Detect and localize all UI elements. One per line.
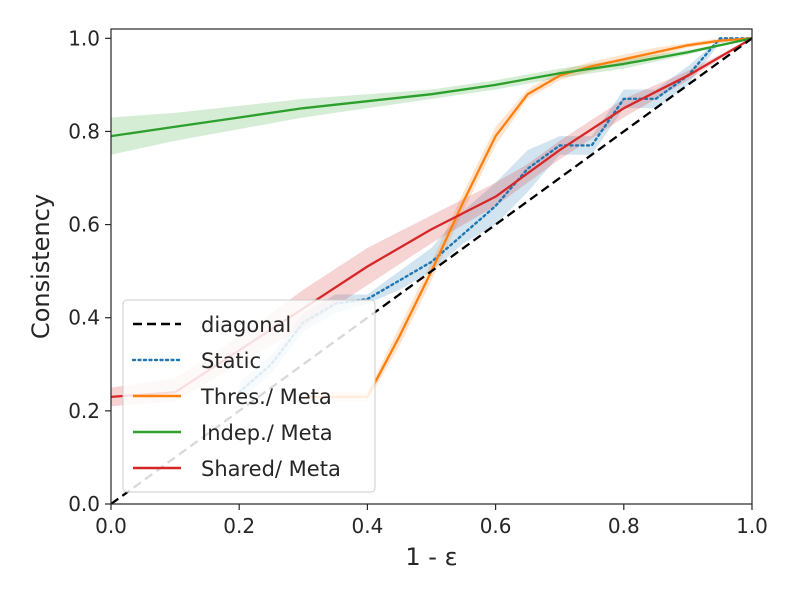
- y-tick-label: 0.8: [68, 119, 100, 143]
- y-axis-label: Consistency: [27, 194, 55, 339]
- legend-box: [122, 299, 376, 493]
- y-tick-label: 1.0: [68, 26, 100, 50]
- x-tick-label: 0.6: [480, 514, 512, 538]
- legend-label-shared-meta: Shared/ Meta: [201, 457, 341, 481]
- legend-label-thres-meta: Thres./ Meta: [200, 385, 332, 409]
- x-tick-label: 0.4: [351, 514, 383, 538]
- y-tick-label: 0.6: [68, 213, 100, 237]
- y-tick-label: 0.2: [68, 399, 100, 423]
- legend-label-indep-meta: Indep./ Meta: [201, 421, 333, 445]
- axes-frame: [110, 28, 753, 505]
- legend-label-static: Static: [201, 349, 261, 373]
- series-line-indep-meta: [111, 37, 752, 138]
- x-tick-label: 0.2: [223, 514, 255, 538]
- y-tick-label: 0.4: [68, 306, 100, 330]
- x-axis-label: 1 - ε: [405, 543, 457, 571]
- legend: diagonal Static Thres./ Meta Indep./ Meta Sh…: [122, 299, 376, 493]
- x-tick-label: 0.8: [608, 514, 640, 538]
- x-tick-label: 1.0: [736, 514, 768, 538]
- legend-label-diagonal: diagonal: [201, 313, 291, 337]
- series-line-thres-meta: [303, 37, 752, 399]
- axes: 0.0 0.2 0.4 0.6 0.8 1.0 0.0 0.2 0.4 0.6 0.8 1.0: [68, 26, 768, 538]
- band-thres-meta: [303, 38, 752, 402]
- x-tick-label: 0.0: [95, 514, 127, 538]
- y-tick-label: 0.0: [68, 492, 100, 516]
- band-static: [239, 38, 752, 402]
